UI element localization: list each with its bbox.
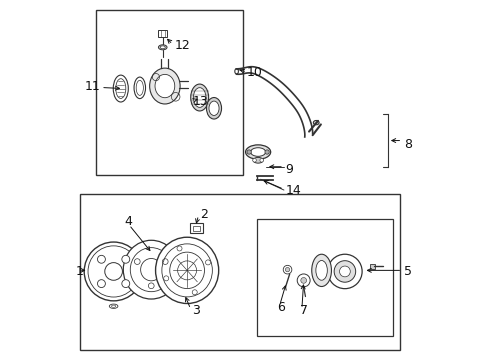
Text: 2: 2 — [199, 208, 207, 221]
Circle shape — [205, 260, 210, 265]
Text: 6: 6 — [276, 301, 284, 314]
Bar — [369, 264, 375, 269]
Circle shape — [97, 280, 105, 288]
Text: 3: 3 — [192, 305, 200, 318]
Ellipse shape — [160, 46, 165, 49]
Bar — [190, 224, 203, 233]
Ellipse shape — [206, 98, 221, 119]
Text: 1: 1 — [75, 265, 83, 278]
Ellipse shape — [190, 84, 208, 111]
Ellipse shape — [315, 261, 326, 280]
Ellipse shape — [313, 121, 319, 125]
Circle shape — [148, 283, 154, 289]
Text: 13: 13 — [192, 95, 208, 108]
Ellipse shape — [250, 148, 265, 156]
Ellipse shape — [234, 69, 238, 74]
Ellipse shape — [109, 304, 118, 309]
Text: 11: 11 — [85, 80, 101, 93]
Circle shape — [122, 280, 129, 288]
Circle shape — [297, 274, 309, 287]
Circle shape — [162, 259, 168, 265]
Bar — [257, 220, 392, 336]
Bar — [80, 194, 400, 350]
Circle shape — [252, 158, 256, 162]
Text: 5: 5 — [403, 265, 411, 278]
Ellipse shape — [193, 87, 205, 107]
Circle shape — [339, 266, 349, 277]
Bar — [96, 10, 242, 175]
Circle shape — [122, 255, 129, 263]
Text: 9: 9 — [285, 163, 293, 176]
Ellipse shape — [155, 75, 174, 98]
Circle shape — [84, 242, 142, 301]
Ellipse shape — [149, 68, 180, 104]
Circle shape — [192, 290, 197, 295]
Bar — [158, 30, 167, 37]
Ellipse shape — [155, 237, 218, 303]
Circle shape — [283, 265, 291, 274]
Circle shape — [285, 267, 289, 272]
Text: 14: 14 — [285, 184, 301, 197]
Text: 8: 8 — [403, 138, 411, 150]
Text: 12: 12 — [174, 39, 190, 52]
Circle shape — [327, 254, 362, 289]
Circle shape — [97, 255, 105, 263]
Circle shape — [264, 150, 269, 154]
Text: 4: 4 — [124, 215, 132, 228]
Text: 10: 10 — [246, 66, 262, 79]
Ellipse shape — [208, 101, 219, 116]
Circle shape — [260, 158, 263, 162]
Ellipse shape — [311, 254, 331, 287]
Circle shape — [300, 278, 306, 283]
Ellipse shape — [123, 240, 179, 299]
Circle shape — [246, 150, 251, 154]
Ellipse shape — [245, 145, 270, 159]
Text: 7: 7 — [300, 305, 307, 318]
Ellipse shape — [158, 45, 167, 50]
Circle shape — [134, 259, 140, 265]
Bar — [193, 226, 200, 231]
Circle shape — [177, 246, 182, 251]
Ellipse shape — [253, 157, 263, 163]
Circle shape — [333, 261, 355, 282]
Circle shape — [163, 276, 168, 281]
